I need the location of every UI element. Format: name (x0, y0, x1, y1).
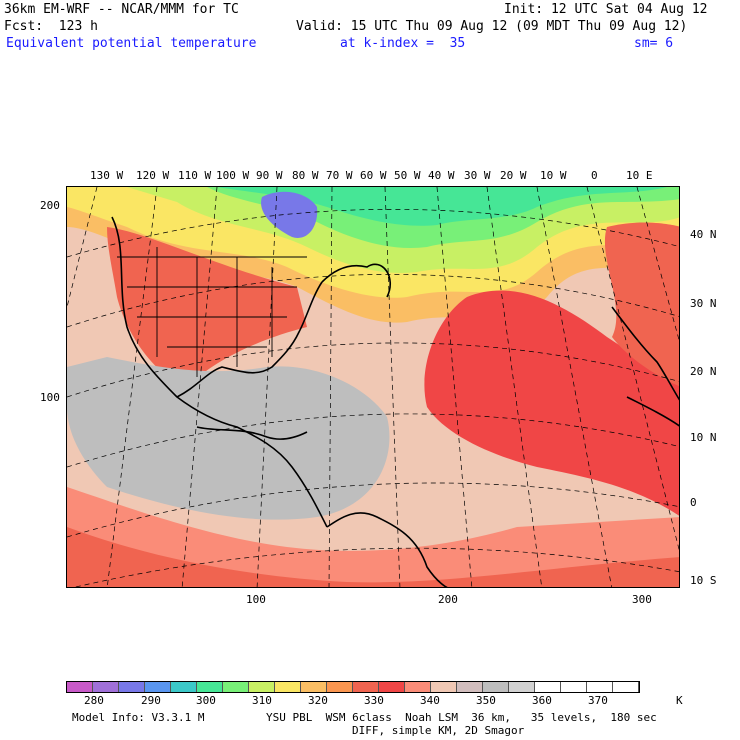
forecast-hour: Fcst: 123 h (4, 19, 98, 34)
colorbar-swatch (483, 682, 509, 692)
colorbar-swatch (275, 682, 301, 692)
colorbar-swatch (119, 682, 145, 692)
colorbar-swatch (301, 682, 327, 692)
colorbar-swatch (613, 682, 639, 692)
colorbar-swatch (93, 682, 119, 692)
lon-label: 70 W (326, 169, 353, 182)
colorbar-label: 290 (141, 694, 161, 707)
colorbar-swatch (431, 682, 457, 692)
colorbar-label: 280 (84, 694, 104, 707)
greenland-cold (261, 191, 318, 238)
colorbar-label: 330 (364, 694, 384, 707)
lon-label: 10 E (626, 169, 653, 182)
south-hot (67, 527, 679, 587)
colorbar-swatch (327, 682, 353, 692)
y-grid-label: 200 (40, 199, 60, 212)
colorbar-label: 360 (532, 694, 552, 707)
x-grid-label: 200 (438, 593, 458, 606)
lon-label: 120 W (136, 169, 170, 182)
lon-label: 110 W (178, 169, 212, 182)
colorbar (66, 681, 640, 693)
lon-label: 10 W (540, 169, 567, 182)
lon-label: 40 W (428, 169, 455, 182)
colorbar-swatch (145, 682, 171, 692)
lon-label: 60 W (360, 169, 387, 182)
colorbar-label: 300 (196, 694, 216, 707)
colorbar-swatch (457, 682, 483, 692)
colorbar-label: 310 (252, 694, 272, 707)
lat-label: 0 (690, 496, 697, 509)
map-canvas (67, 187, 679, 587)
colorbar-label: 340 (420, 694, 440, 707)
colorbar-label: 350 (476, 694, 496, 707)
colorbar-swatch (379, 682, 405, 692)
lat-label: 30 N (690, 297, 717, 310)
colorbar-swatch (223, 682, 249, 692)
init-time: Init: 12 UTC Sat 04 Aug 12 (504, 2, 708, 17)
lon-label: 50 W (394, 169, 421, 182)
graticule (67, 187, 679, 587)
lon-label: 100 W (216, 169, 250, 182)
level-index: at k-index = 35 (340, 36, 466, 51)
zone-305 (217, 187, 667, 226)
lon-label: 90 W (256, 169, 283, 182)
model-title: 36km EM-WRF -- NCAR/MMM for TC (4, 2, 239, 17)
colorbar-swatch (249, 682, 275, 692)
colorbar-swatch (561, 682, 587, 692)
model-info: Model Info: V3.3.1 M (72, 711, 205, 724)
lat-label: 40 N (690, 228, 717, 241)
colorbar-swatch (587, 682, 613, 692)
south-warm (67, 487, 679, 587)
lon-label: 0 (591, 169, 598, 182)
colorbar-swatch (353, 682, 379, 692)
smoothing-value: sm= 6 (634, 36, 674, 51)
colorbar-label: 370 (588, 694, 608, 707)
lat-label: 20 N (690, 365, 717, 378)
field-name: Equivalent potential temperature (6, 36, 257, 51)
diffusion-info: DIFF, simple KM, 2D Smagor (352, 724, 525, 737)
coastlines (111, 216, 679, 587)
colorbar-swatch (535, 682, 561, 692)
x-grid-label: 300 (632, 593, 652, 606)
physics-info: YSU PBL WSM 6class Noah LSM 36 km, 35 le… (266, 711, 657, 724)
lon-label: 80 W (292, 169, 319, 182)
borders (117, 247, 307, 377)
lon-label: 20 W (500, 169, 527, 182)
colorbar-label: 320 (308, 694, 328, 707)
valid-time: Valid: 15 UTC Thu 09 Aug 12 (09 MDT Thu … (296, 19, 688, 34)
colorbar-swatch (197, 682, 223, 692)
lat-label: 10 N (690, 431, 717, 444)
colorbar-swatch (405, 682, 431, 692)
colorbar-unit: K (676, 694, 683, 707)
lon-label: 130 W (90, 169, 124, 182)
y-grid-label: 100 (40, 391, 60, 404)
tropical-gray (67, 357, 390, 520)
colorbar-swatch (509, 682, 535, 692)
theta-e-map (66, 186, 680, 588)
colorbar-swatch (171, 682, 197, 692)
europe-hot (604, 222, 679, 387)
x-grid-label: 100 (246, 593, 266, 606)
lon-label: 30 W (464, 169, 491, 182)
lat-label: 10 S (690, 574, 717, 587)
colorbar-swatch (67, 682, 93, 692)
